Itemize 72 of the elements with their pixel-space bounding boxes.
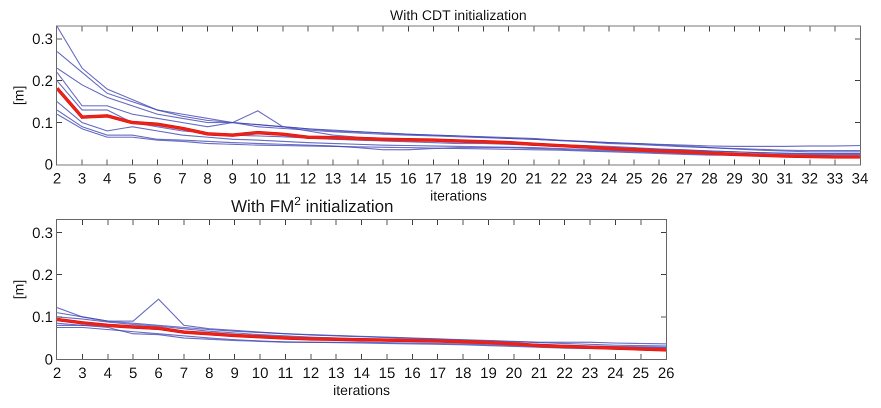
x-tick-label: 26	[650, 170, 668, 188]
x-tick-label: 3	[78, 365, 87, 382]
y-tick-label: 0.2	[32, 266, 54, 284]
x-tick-label: 16	[404, 365, 421, 382]
x-tick-label: 20	[506, 365, 522, 382]
x-tick-label: 22	[550, 170, 568, 188]
x-tick-label: 27	[676, 170, 693, 188]
x-tick-label: 17	[429, 365, 446, 382]
x-tick-label: 11	[278, 365, 294, 382]
x-tick-label: 23	[582, 365, 598, 382]
x-tick-label: 5	[128, 170, 136, 188]
x-tick-label: 6	[154, 365, 163, 382]
y-axis-title: [m]	[10, 280, 27, 300]
y-tick-label: 0.1	[32, 114, 54, 132]
x-tick-label: 32	[801, 170, 818, 188]
x-tick-label: 12	[302, 365, 320, 382]
x-tick-label: 26	[658, 365, 675, 382]
x-tick-label: 21	[530, 365, 548, 382]
x-tick-label: 6	[153, 170, 162, 188]
y-tick-label: 0	[44, 156, 54, 174]
x-tick-label: 3	[78, 170, 86, 188]
x-tick-label: 22	[556, 365, 573, 382]
x-tick-label: 21	[525, 170, 542, 188]
x-tick-label: 13	[328, 365, 345, 382]
x-tick-label: 2	[52, 170, 62, 188]
x-tick-label: 14	[353, 365, 370, 382]
x-tick-label: 8	[205, 365, 214, 382]
x-tick-label: 2	[52, 365, 62, 382]
x-tick-label: 15	[374, 170, 392, 188]
x-tick-label: 18	[454, 365, 472, 382]
x-tick-label: 9	[228, 170, 237, 188]
x-tick-label: 8	[203, 170, 212, 188]
x-tick-label: 11	[275, 170, 291, 188]
y-tick-label: 0.1	[32, 309, 54, 326]
x-tick-label: 5	[128, 365, 138, 382]
x-tick-label: 29	[726, 170, 743, 188]
y-axis-title: [m]	[10, 86, 27, 106]
y-tick-label: 0.2	[32, 72, 54, 90]
x-tick-label: 13	[324, 170, 342, 188]
x-tick-label: 30	[751, 170, 768, 188]
chart-title: With FM$^{2}$ initialization	[231, 194, 394, 216]
x-tick-label: 31	[776, 170, 794, 188]
x-tick-label: 14	[350, 170, 366, 188]
y-tick-label: 0	[44, 351, 54, 368]
x-tick-label: 20	[500, 170, 518, 188]
x-tick-label: 12	[300, 170, 316, 188]
x-tick-label: 16	[400, 170, 417, 188]
x-tick-label: 25	[626, 170, 642, 188]
x-axis-title: iterations	[430, 187, 487, 204]
x-tick-label: 23	[576, 170, 592, 188]
x-tick-label: 15	[378, 365, 396, 382]
x-tick-label: 25	[632, 365, 650, 382]
x-tick-label: 24	[600, 170, 618, 188]
x-tick-label: 28	[701, 170, 718, 188]
chart-title: With CDT initialization	[390, 7, 527, 23]
x-tick-label: 9	[230, 365, 239, 382]
x-tick-label: 4	[103, 170, 112, 188]
x-tick-label: 7	[178, 170, 187, 188]
x-tick-label: 7	[180, 365, 188, 382]
x-tick-label: 24	[607, 365, 624, 382]
y-tick-label: 0.3	[32, 31, 54, 48]
x-axis-title: iterations	[333, 382, 390, 398]
x-tick-label: 10	[252, 365, 268, 382]
x-tick-label: 17	[425, 170, 442, 188]
x-tick-label: 33	[826, 170, 844, 188]
y-tick-label: 0.3	[32, 224, 54, 242]
x-tick-label: 34	[852, 170, 868, 188]
x-tick-label: 19	[475, 170, 492, 188]
x-tick-label: 10	[249, 170, 266, 188]
x-tick-label: 18	[450, 170, 467, 188]
x-tick-label: 19	[480, 365, 497, 382]
x-tick-label: 4	[104, 365, 112, 382]
